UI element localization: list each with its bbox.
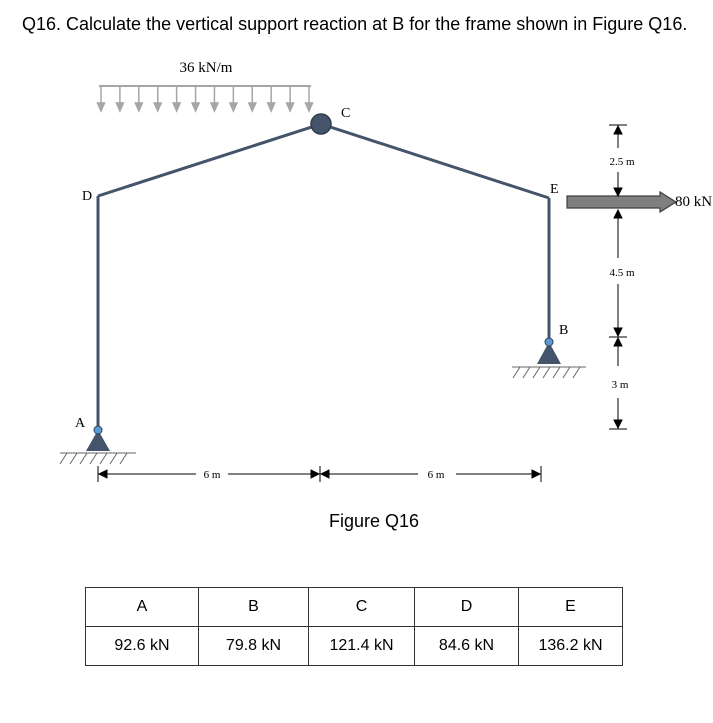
member-dc xyxy=(97,122,322,198)
pin-support-a xyxy=(59,425,136,465)
load-arrow-head xyxy=(266,102,276,113)
load-arrow-head xyxy=(115,102,125,113)
load-arrow-head xyxy=(134,102,144,113)
question-text: Q16. Calculate the vertical support reac… xyxy=(22,14,688,34)
option-header-b: B xyxy=(198,587,309,627)
option-value-b: 79.8 kN xyxy=(198,626,309,666)
option-value-a: 92.6 kN xyxy=(85,626,199,666)
option-value-c: 121.4 kN xyxy=(308,626,415,666)
node-label-d: D xyxy=(82,189,92,204)
options-value-row: 92.6 kN 79.8 kN 121.4 kN 84.6 kN 136.2 k… xyxy=(85,626,623,666)
option-header-a: A xyxy=(85,587,199,627)
load-arrow-head xyxy=(96,102,106,113)
dim-label-h2: 4.5 m xyxy=(609,267,635,279)
vertical-dimensions xyxy=(609,124,627,430)
load-label: 36 kN/m xyxy=(180,60,233,76)
option-value-d: 84.6 kN xyxy=(414,626,519,666)
load-arrow-head xyxy=(209,102,220,113)
node-label-b: B xyxy=(559,323,568,338)
dim-label-span-right: 6 m xyxy=(428,469,445,481)
node-label-e: E xyxy=(550,182,559,197)
options-header-row: A B C D E xyxy=(85,587,623,627)
dim-label-h3: 3 m xyxy=(612,379,629,391)
node-label-c: C xyxy=(341,106,350,121)
option-header-e: E xyxy=(518,587,623,627)
member-ce xyxy=(320,122,550,200)
answer-options-table: A B C D E 92.6 kN 79.8 kN 121.4 kN 84.6 … xyxy=(85,587,623,666)
load-arrow-head xyxy=(171,102,182,113)
load-arrow-head xyxy=(304,102,314,113)
distributed-load xyxy=(96,85,314,113)
pin-support-b xyxy=(512,337,586,379)
horizontal-force-arrow xyxy=(566,190,678,214)
option-header-d: D xyxy=(414,587,519,627)
load-arrow-head xyxy=(153,102,163,113)
load-arrow-head xyxy=(228,102,239,113)
frame-members xyxy=(96,122,551,430)
option-header-c: C xyxy=(308,587,415,627)
load-arrow-head xyxy=(190,102,201,113)
option-value-e: 136.2 kN xyxy=(518,626,623,666)
load-arrow-head xyxy=(247,102,257,113)
hinge-c xyxy=(310,113,332,135)
force-label: 80 kN xyxy=(675,194,712,210)
node-label-a: A xyxy=(75,416,86,431)
horizontal-dimensions xyxy=(97,466,542,482)
dim-label-span-left: 6 m xyxy=(204,469,221,481)
figure-caption: Figure Q16 xyxy=(328,511,420,531)
load-arrow-head xyxy=(285,102,295,113)
dim-label-h1: 2.5 m xyxy=(609,156,635,168)
